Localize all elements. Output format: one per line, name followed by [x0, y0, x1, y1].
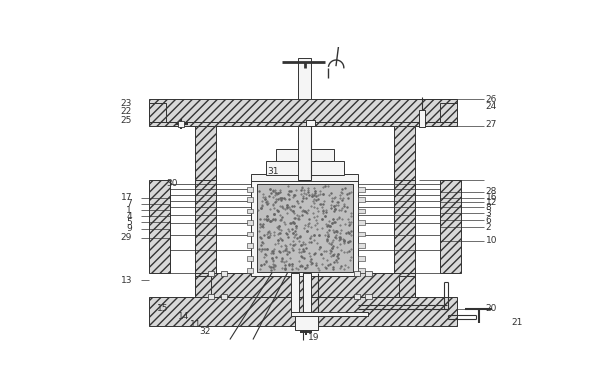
Text: 18: 18: [294, 323, 305, 332]
Text: 17: 17: [121, 193, 132, 202]
Text: 28: 28: [486, 187, 497, 196]
Text: 27: 27: [486, 120, 497, 129]
Text: 4: 4: [127, 212, 132, 221]
Bar: [178, 121, 184, 127]
Bar: [221, 294, 227, 300]
Bar: [299, 126, 312, 180]
Bar: [195, 276, 211, 297]
Bar: [247, 243, 253, 248]
Bar: [354, 271, 360, 276]
Text: 26: 26: [486, 95, 497, 104]
Bar: [303, 273, 311, 325]
Bar: [440, 180, 461, 273]
Bar: [394, 180, 415, 273]
Text: 20: 20: [486, 304, 497, 313]
Bar: [257, 184, 353, 272]
Bar: [208, 271, 214, 276]
Text: 5: 5: [126, 218, 132, 227]
Text: 12: 12: [486, 198, 497, 207]
Bar: [247, 209, 253, 213]
Bar: [221, 271, 227, 276]
Text: 6: 6: [486, 216, 491, 225]
Bar: [149, 99, 457, 122]
Text: 22: 22: [121, 107, 132, 116]
Bar: [247, 187, 253, 192]
Bar: [149, 103, 166, 122]
Bar: [358, 232, 365, 236]
Text: 23: 23: [121, 99, 132, 108]
Text: 16: 16: [486, 193, 497, 202]
Bar: [208, 294, 214, 300]
Bar: [195, 126, 216, 180]
Bar: [358, 209, 365, 213]
Text: 19: 19: [308, 334, 320, 343]
Bar: [365, 271, 371, 276]
Bar: [299, 59, 312, 99]
Bar: [354, 294, 360, 300]
Text: 30: 30: [167, 179, 178, 188]
Bar: [358, 268, 365, 273]
Bar: [358, 197, 365, 202]
Bar: [394, 126, 415, 180]
Bar: [358, 187, 365, 192]
Bar: [195, 180, 216, 273]
Text: 14: 14: [178, 312, 190, 321]
Text: 21: 21: [511, 318, 522, 327]
Bar: [358, 256, 365, 261]
Bar: [440, 103, 457, 122]
Text: 29: 29: [121, 233, 132, 242]
Bar: [292, 273, 299, 312]
Text: 7: 7: [126, 199, 132, 208]
Text: 1: 1: [126, 206, 132, 215]
Bar: [292, 312, 368, 316]
Text: 10: 10: [486, 237, 497, 246]
Text: 24: 24: [486, 102, 497, 111]
Bar: [247, 268, 253, 273]
Text: 32: 32: [199, 326, 211, 335]
Bar: [358, 220, 365, 225]
Text: 11: 11: [190, 319, 201, 328]
Bar: [247, 256, 253, 261]
Bar: [149, 122, 457, 126]
Bar: [252, 174, 358, 181]
Bar: [149, 180, 170, 273]
Text: 15: 15: [156, 304, 168, 313]
Bar: [419, 110, 425, 127]
Bar: [247, 197, 253, 202]
Bar: [247, 220, 253, 225]
Bar: [266, 161, 344, 175]
Bar: [295, 316, 318, 330]
Text: 2: 2: [486, 222, 491, 231]
Bar: [252, 180, 358, 276]
Bar: [149, 297, 457, 326]
Text: 25: 25: [121, 117, 132, 126]
Text: 31: 31: [267, 167, 278, 176]
Bar: [276, 149, 334, 161]
Text: 8: 8: [486, 203, 491, 212]
Text: 9: 9: [126, 224, 132, 233]
Bar: [306, 120, 315, 126]
Text: 13: 13: [121, 276, 132, 285]
Bar: [247, 232, 253, 236]
Text: 3: 3: [486, 209, 491, 218]
Bar: [195, 273, 415, 297]
Bar: [365, 294, 371, 300]
Bar: [399, 276, 415, 297]
Bar: [358, 243, 365, 248]
